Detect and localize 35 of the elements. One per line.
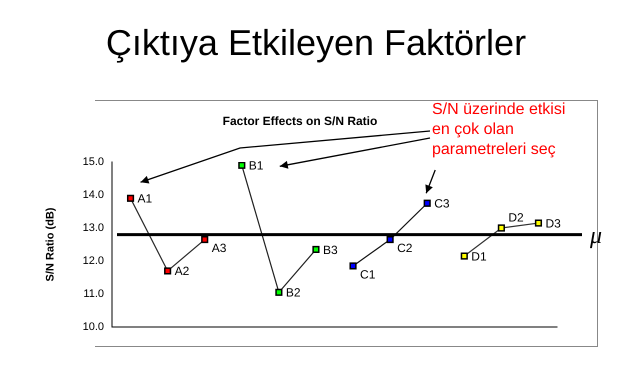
y-tick-label: 15.0 — [82, 156, 104, 168]
annotation: D3 — [545, 216, 562, 230]
y-axis-title: S/N Ratio (dB) — [44, 207, 57, 282]
point — [275, 288, 282, 296]
point — [386, 236, 394, 244]
y-tick-label: 13.0 — [82, 222, 104, 234]
ref-line-label: μ — [589, 222, 602, 249]
annotation: D1 — [471, 249, 487, 264]
annotation: C1 — [360, 267, 376, 282]
y-tick-label: 11.0 — [83, 288, 104, 300]
annotation: B1 — [248, 158, 264, 173]
annotation: C2 — [397, 240, 413, 255]
annotation: B2 — [286, 286, 301, 300]
y-tick-label: 10.0 — [82, 321, 104, 334]
y-tick-label: 14.0 — [82, 189, 104, 202]
annotation: A2 — [174, 264, 190, 278]
text: S/N üzerinde etkisi en çok olan parametreleri seç — [432, 100, 566, 160]
point — [312, 246, 320, 254]
point — [126, 194, 134, 202]
point — [201, 236, 208, 244]
point — [460, 252, 468, 260]
point — [498, 224, 505, 232]
annotation: D2 — [508, 210, 524, 224]
annotation: C3 — [434, 196, 450, 211]
annotation: A1 — [138, 192, 153, 206]
chart-title: Çıktıya Etkileyen Faktörler — [104, 22, 528, 64]
chart-subtitle: Factor Effects on S/N Ratio — [222, 114, 378, 128]
annotation: B3 — [322, 242, 338, 257]
point — [238, 162, 246, 169]
y-tick-label: 12.0 — [82, 255, 104, 268]
point — [424, 200, 431, 207]
annotation: A3 — [212, 240, 227, 255]
point — [349, 262, 357, 270]
point — [534, 219, 542, 227]
point — [164, 267, 172, 274]
